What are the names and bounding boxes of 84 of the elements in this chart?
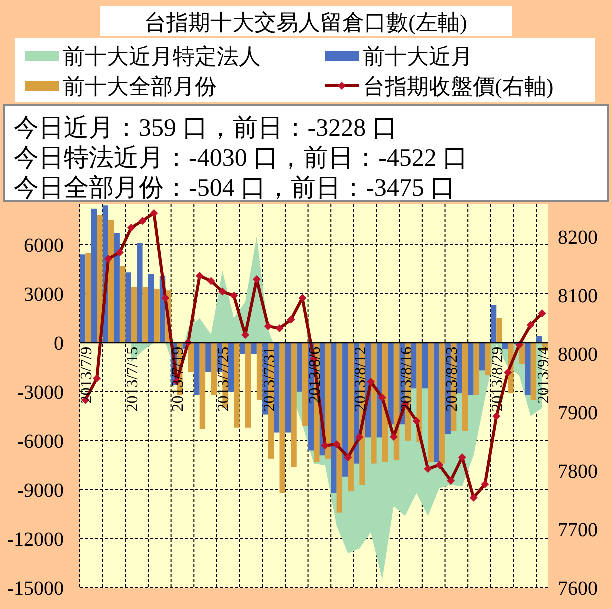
bar xyxy=(131,287,138,343)
bar xyxy=(285,342,292,433)
bar xyxy=(331,342,337,494)
y2-tick-label: 8200 xyxy=(558,226,598,249)
bar xyxy=(240,342,246,354)
bar xyxy=(428,342,434,462)
bar xyxy=(342,342,348,477)
bar xyxy=(388,342,394,425)
y-tick-label: -12000 xyxy=(7,528,64,551)
bar xyxy=(296,342,303,392)
bar xyxy=(256,342,263,400)
bar xyxy=(302,342,308,426)
bar xyxy=(80,254,86,343)
bar xyxy=(525,342,531,396)
bar xyxy=(234,342,240,428)
x-tick-label: 2013/7/31 xyxy=(261,346,278,412)
bar xyxy=(480,342,486,371)
bar xyxy=(126,272,132,343)
y-tick-label: -6000 xyxy=(17,430,64,453)
bar xyxy=(86,253,92,343)
x-tick-label: 2013/7/19 xyxy=(170,346,188,412)
legend-label: 前十大近月 xyxy=(363,44,473,69)
bar xyxy=(211,342,217,396)
bar xyxy=(274,342,280,433)
bar xyxy=(474,342,480,396)
bar xyxy=(485,342,491,376)
y-tick-label: -3000 xyxy=(17,382,64,404)
text: 今日全部月份：-504 口，前日：-3475 口 xyxy=(14,174,456,202)
bar xyxy=(120,266,126,343)
legend-label: 前十大全部月份 xyxy=(63,74,217,99)
bar xyxy=(456,342,462,394)
bar xyxy=(440,342,446,464)
bar xyxy=(91,208,98,343)
bar xyxy=(251,342,257,354)
legend-label: 台指期收盤價(右軸) xyxy=(363,74,554,99)
text: 今日特法近月：-4030 口，前日：-4522 口 xyxy=(14,145,468,172)
bar xyxy=(246,342,252,428)
y2-tick-label: 7700 xyxy=(558,519,598,542)
x-tick-label: 2013/7/15 xyxy=(124,346,142,412)
bar xyxy=(490,305,497,343)
y2-tick-label: 7800 xyxy=(558,460,598,483)
y2-tick-label: 8100 xyxy=(558,285,598,308)
bar xyxy=(154,288,160,343)
y-tick-label: -9000 xyxy=(17,480,64,502)
bar xyxy=(422,342,428,389)
y2-tick-label: 8000 xyxy=(558,344,598,366)
bar xyxy=(325,342,332,459)
bar xyxy=(496,318,502,343)
bar xyxy=(336,342,343,513)
chart-title: 台指期十大交易人留倉口數(左軸) xyxy=(144,10,468,35)
bar xyxy=(228,342,234,392)
x-tick-label: 2013/8/29 xyxy=(490,346,507,412)
x-tick-label: 2013/8/16 xyxy=(398,346,416,412)
bar xyxy=(348,342,354,492)
bar xyxy=(462,342,468,432)
x-tick-label: 2013/8/12 xyxy=(352,346,370,412)
bar xyxy=(148,274,154,343)
bar xyxy=(108,220,114,343)
y2-tick-label: 7900 xyxy=(558,402,598,424)
text: 今日近月：359 口，前日：-3228 口 xyxy=(14,115,398,142)
bar xyxy=(137,243,143,343)
bar xyxy=(206,342,212,372)
bar xyxy=(200,342,206,430)
x-tick-label: 2013/7/25 xyxy=(216,346,233,412)
bar xyxy=(114,233,120,343)
bar xyxy=(371,342,377,464)
x-tick-label: 2013/8/6 xyxy=(307,346,324,404)
y-tick-label: 0 xyxy=(54,332,64,355)
bar xyxy=(280,342,286,494)
bar xyxy=(434,342,440,462)
bar xyxy=(194,342,200,396)
bar xyxy=(142,287,148,343)
x-tick-label: 2013/9/4 xyxy=(535,346,552,404)
bar xyxy=(291,342,297,468)
y-tick-label: 6000 xyxy=(24,234,64,257)
y2-tick-label: 7600 xyxy=(558,578,598,600)
x-tick-label: 2013/8/23 xyxy=(444,346,461,412)
legend-label: 前十大近月特定法人 xyxy=(63,44,261,69)
y-tick-label: 3000 xyxy=(24,284,64,306)
bar xyxy=(530,342,537,400)
bar xyxy=(468,342,474,396)
y-tick-label: -15000 xyxy=(7,578,64,600)
bar xyxy=(188,342,194,372)
x-tick-label: 2013/7/9 xyxy=(78,346,96,404)
